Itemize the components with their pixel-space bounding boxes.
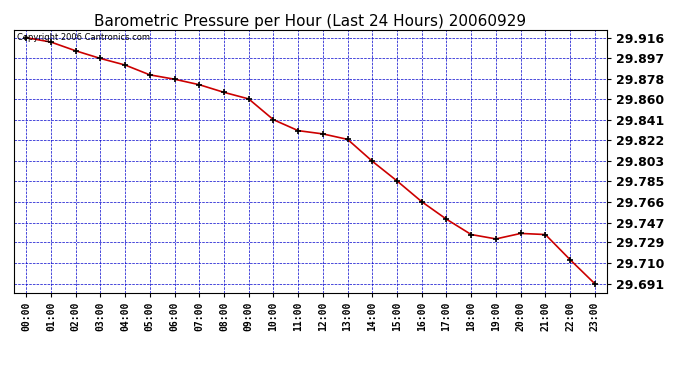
Title: Barometric Pressure per Hour (Last 24 Hours) 20060929: Barometric Pressure per Hour (Last 24 Ho… [95,14,526,29]
Text: Copyright 2006 Cantronics.com: Copyright 2006 Cantronics.com [17,33,150,42]
